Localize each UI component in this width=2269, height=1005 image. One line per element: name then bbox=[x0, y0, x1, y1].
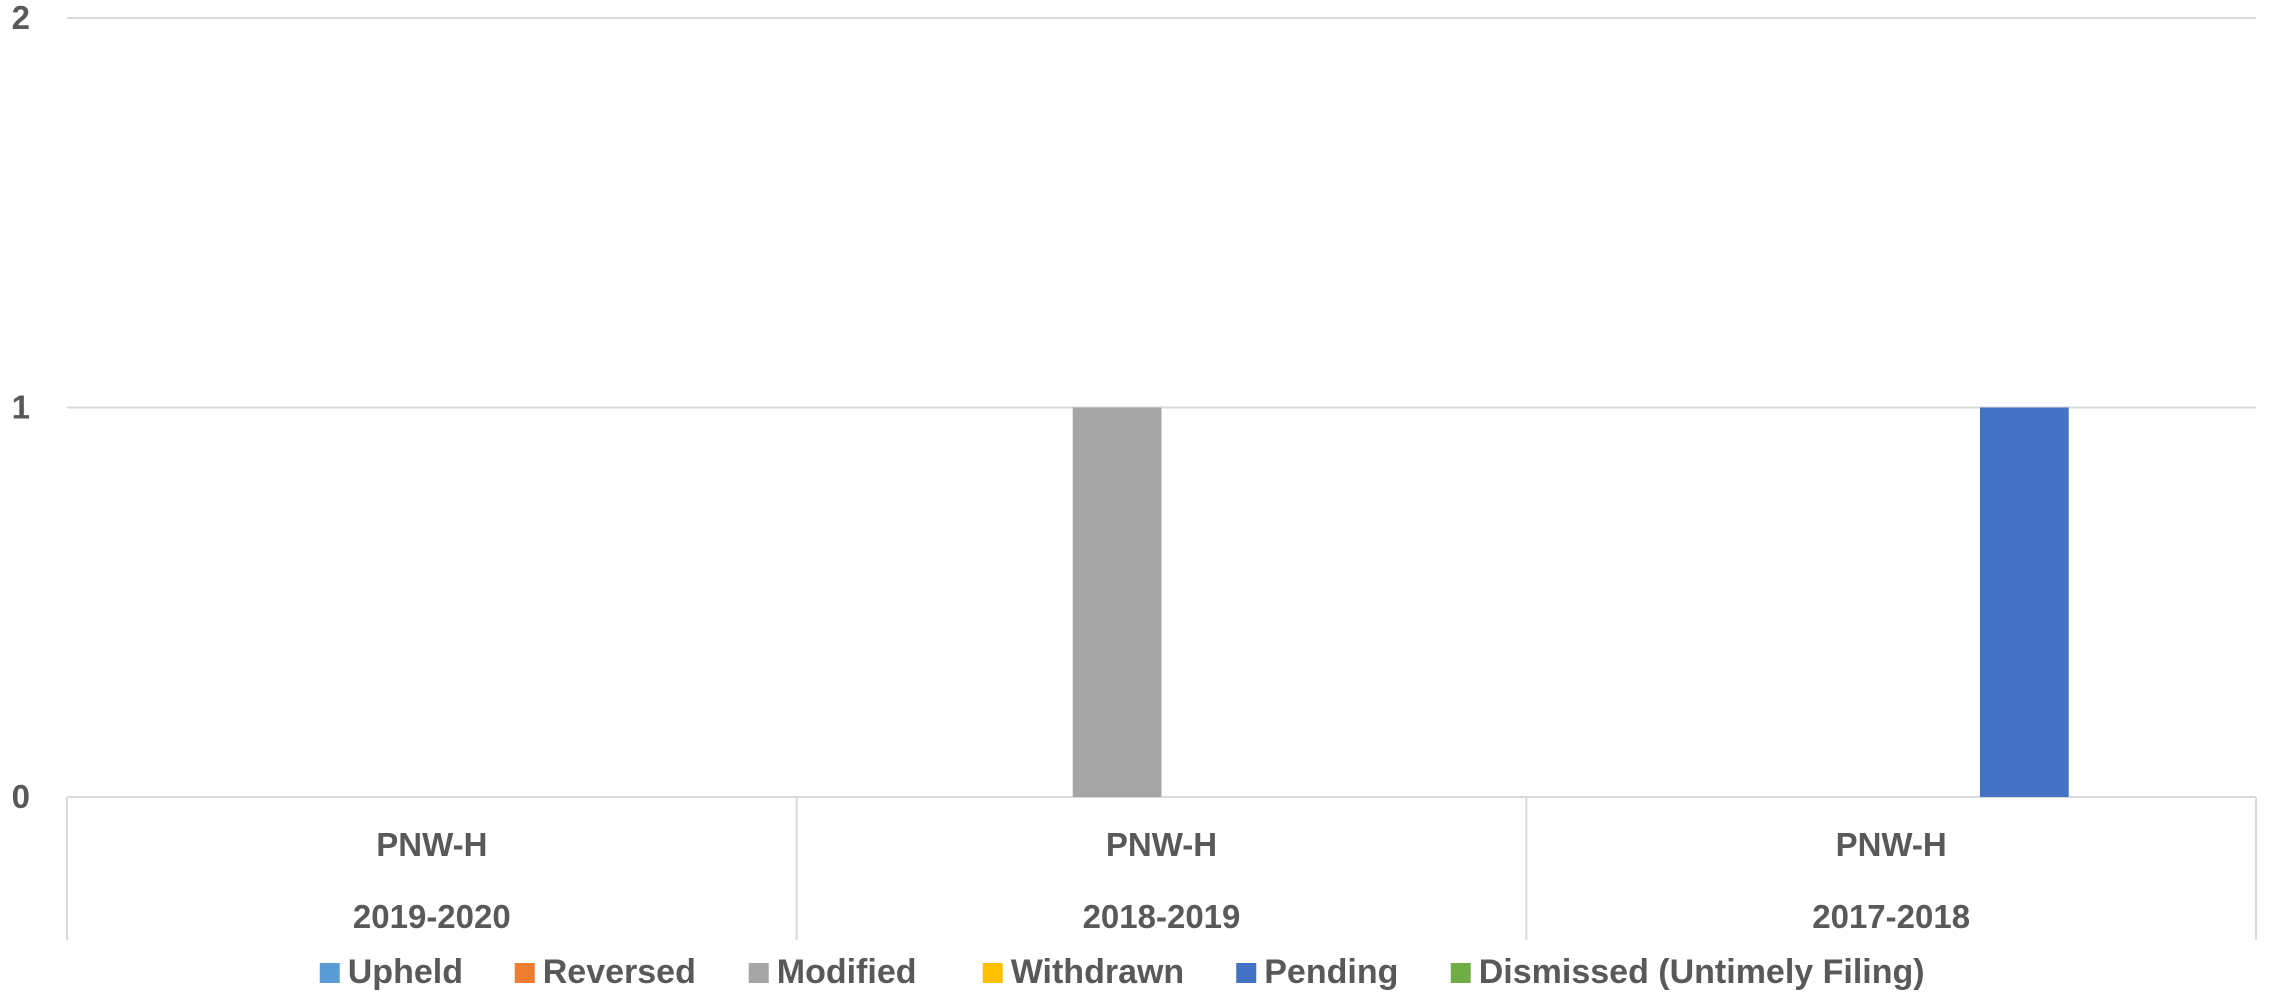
category-label-level1: PNW-H bbox=[1836, 826, 1947, 863]
legend-item: Modified bbox=[748, 953, 917, 991]
legend-item: Withdrawn bbox=[982, 953, 1184, 991]
legend-item: Pending bbox=[1236, 953, 1398, 991]
legend-item: Reversed bbox=[514, 953, 696, 991]
bars bbox=[1072, 407, 2069, 797]
bar-pending bbox=[1979, 407, 2069, 797]
legend-item: Upheld bbox=[319, 953, 463, 991]
legend-label: Modified bbox=[777, 953, 917, 991]
legend-label: Reversed bbox=[543, 953, 696, 991]
legend-swatch bbox=[982, 963, 1003, 983]
y-tick-label: 0 bbox=[12, 778, 30, 815]
legend-swatch bbox=[319, 963, 340, 983]
y-axis: 0 1 2 bbox=[12, 0, 30, 815]
y-tick-label: 2 bbox=[12, 0, 30, 36]
category-label-level1: PNW-H bbox=[376, 826, 487, 863]
category-label-level2: 2019-2020 bbox=[353, 898, 511, 935]
category-label-level2: 2017-2018 bbox=[1812, 898, 1970, 935]
x-axis: PNW-H 2019-2020 PNW-H 2018-2019 PNW-H 2017-20… bbox=[66, 797, 2257, 940]
legend-label: Dismissed (Untimely Filing) bbox=[1479, 953, 1925, 991]
legend-label: Upheld bbox=[348, 953, 463, 991]
legend-swatch bbox=[748, 963, 769, 983]
category-label-level1: PNW-H bbox=[1106, 826, 1217, 863]
bar-modified bbox=[1072, 407, 1162, 797]
legend-label: Withdrawn bbox=[1011, 953, 1184, 991]
legend-swatch bbox=[1236, 963, 1257, 983]
legend-swatch bbox=[514, 963, 535, 983]
legend-label: Pending bbox=[1264, 953, 1398, 991]
y-tick-label: 1 bbox=[12, 389, 30, 426]
legend: Upheld Reversed Modified Withdrawn Pending Di… bbox=[319, 953, 1925, 991]
legend-item: Dismissed (Untimely Filing) bbox=[1450, 953, 1925, 991]
category-label-level2: 2018-2019 bbox=[1083, 898, 1241, 935]
legend-swatch bbox=[1450, 963, 1471, 983]
